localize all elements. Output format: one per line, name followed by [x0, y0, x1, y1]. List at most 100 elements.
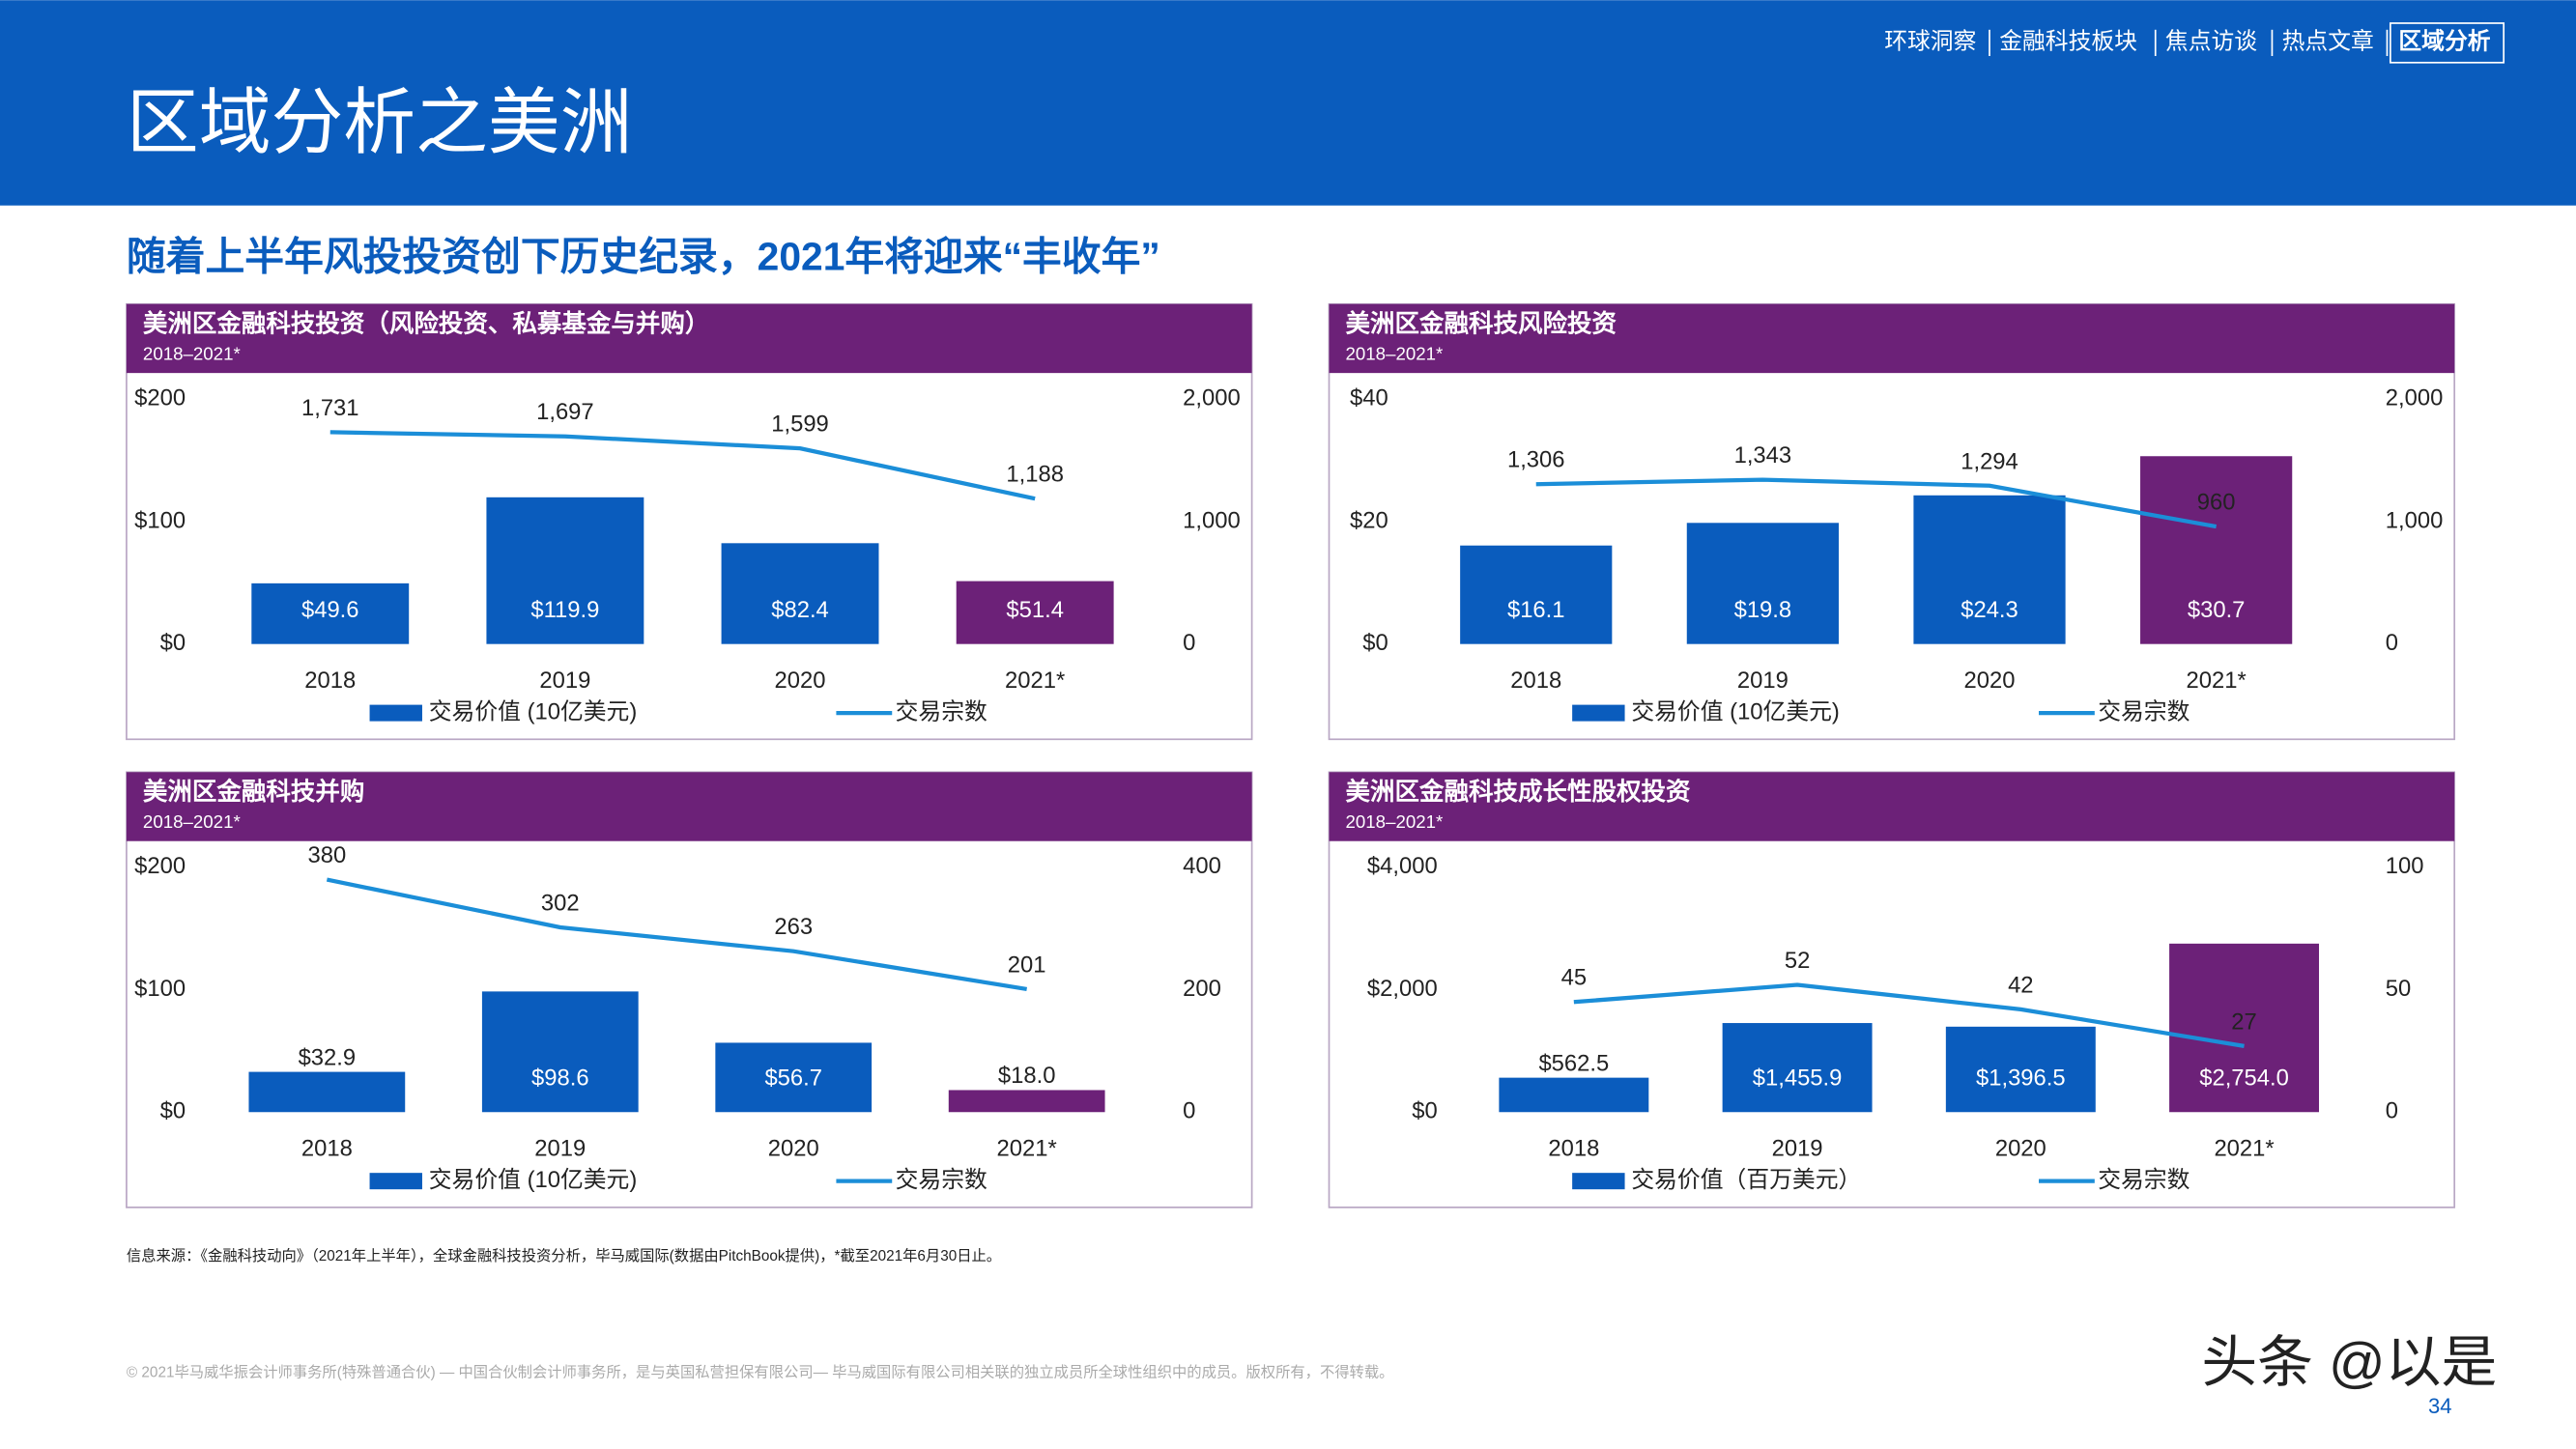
line	[329, 430, 1036, 501]
y2-tick-label: 2,000	[2386, 385, 2444, 412]
y-tick-label: $0	[160, 1098, 186, 1124]
line	[1535, 477, 2218, 529]
x-tick-label: 2020	[768, 1136, 819, 1162]
bar	[721, 543, 879, 644]
page-title: 区域分析之美洲	[127, 82, 633, 163]
legend-swatch	[1572, 704, 1625, 722]
y-tick-label: $200	[134, 853, 186, 879]
x-tick-label: 2019	[539, 668, 590, 694]
line	[326, 877, 1028, 992]
y-tick-label: $0	[1362, 630, 1388, 656]
chart-title: 美洲区金融科技投资（风险投资、私募基金与并购）	[143, 310, 710, 338]
chart-subtitle: 2018–2021*	[143, 811, 241, 832]
x-tick-label: 2019	[534, 1136, 586, 1162]
bar-value-label: $30.7	[2188, 597, 2246, 623]
bar-value-label: $1,396.5	[1976, 1065, 2066, 1092]
legend-label: 交易宗数	[896, 1167, 987, 1193]
bar-value-label: $56.7	[764, 1065, 822, 1092]
y2-tick-label: 1,000	[2386, 507, 2444, 533]
chart-subtitle: 2018–2021*	[143, 343, 241, 363]
x-tick-label: 2018	[301, 1136, 353, 1162]
nav-item[interactable]: 金融科技板块	[1999, 29, 2137, 55]
y-tick-label: $100	[134, 976, 186, 1002]
y-tick-label: $100	[134, 507, 186, 533]
legend-swatch	[369, 1173, 422, 1190]
y-tick-label: $0	[1412, 1098, 1437, 1124]
line-value-label: 201	[1008, 952, 1046, 978]
bar-value-label: $1,455.9	[1753, 1065, 1843, 1092]
line	[1573, 982, 2245, 1048]
x-tick-label: 2018	[304, 668, 356, 694]
legend-swatch	[1572, 1173, 1625, 1190]
y2-tick-label: 0	[2386, 1098, 2398, 1124]
panel-header	[1329, 772, 2455, 841]
bar	[1722, 1023, 1873, 1113]
bar	[2140, 456, 2293, 644]
y2-tick-label: 1,000	[1183, 507, 1241, 533]
headline: 随着上半年风投投资创下历史纪录，2021年将迎来“丰收年”	[127, 235, 1160, 279]
legend-label: 交易价值（百万美元）	[1631, 1167, 1861, 1193]
bar	[248, 1071, 406, 1113]
x-tick-label: 2020	[1995, 1136, 2046, 1162]
line-value-label: 1,343	[1734, 442, 1792, 469]
bar	[1686, 523, 1839, 644]
bar-value-label: $2,754.0	[2199, 1065, 2289, 1092]
y2-tick-label: 2,000	[1183, 385, 1241, 412]
x-tick-label: 2020	[1964, 668, 2016, 694]
chart-subtitle: 2018–2021*	[1346, 811, 1444, 832]
y-tick-label: $20	[1350, 507, 1388, 533]
legend-label: 交易价值 (10亿美元)	[429, 1167, 638, 1193]
y2-tick-label: 50	[2386, 976, 2411, 1002]
line-value-label: 1,188	[1006, 462, 1064, 488]
line-value-label: 380	[307, 842, 346, 868]
chart-title: 美洲区金融科技并购	[143, 778, 365, 806]
line-value-label: 960	[2197, 490, 2236, 516]
x-tick-label: 2019	[1737, 668, 1789, 694]
bar	[251, 582, 410, 644]
nav-item[interactable]: 热点文章	[2282, 29, 2374, 55]
bar	[486, 497, 644, 644]
bar-value-label: $82.4	[771, 597, 829, 623]
bar-value-label: $562.5	[1538, 1050, 1609, 1076]
bar-value-label: $16.1	[1507, 597, 1565, 623]
line-value-label: 1,697	[536, 399, 594, 425]
x-tick-label: 2021*	[997, 1136, 1057, 1162]
line-value-label: 45	[1561, 965, 1587, 991]
bar	[2169, 943, 2320, 1113]
nav-item[interactable]: 环球洞察	[1884, 29, 1976, 55]
bar-value-label: $119.9	[530, 597, 599, 623]
chart-title: 美洲区金融科技风险投资	[1346, 310, 1617, 338]
panel-border	[126, 771, 1253, 1208]
y2-tick-label: 0	[1183, 1098, 1195, 1124]
line-value-label: 1,731	[301, 395, 359, 421]
y2-tick-label: 200	[1183, 976, 1221, 1002]
line-value-label: 263	[774, 914, 813, 940]
line-value-label: 52	[1785, 948, 1810, 974]
bar-value-label: $19.8	[1734, 597, 1792, 623]
line-value-label: 302	[541, 890, 580, 916]
chart-title: 美洲区金融科技成长性股权投资	[1346, 778, 1692, 806]
y2-tick-label: 100	[2386, 853, 2424, 879]
source-note: 信息来源：《金融科技动向》（2021年上半年），全球金融科技投资分析，毕马威国际…	[127, 1247, 1001, 1264]
bar-value-label: $51.4	[1006, 597, 1064, 623]
bar	[481, 991, 639, 1113]
bar-value-label: $32.9	[299, 1044, 357, 1070]
nav-item-active[interactable]: 区域分析	[2398, 29, 2490, 55]
y-tick-label: $0	[160, 630, 186, 656]
line-value-label: 42	[2008, 972, 2033, 998]
x-tick-label: 2019	[1772, 1136, 1823, 1162]
y-tick-label: $2,000	[1367, 976, 1438, 1002]
line-value-label: 27	[2231, 1009, 2256, 1035]
x-tick-label: 2021*	[1005, 668, 1065, 694]
y-tick-label: $200	[134, 385, 186, 412]
bar	[1460, 545, 1613, 644]
line-value-label: 1,599	[771, 412, 829, 438]
x-tick-label: 2018	[1510, 668, 1561, 694]
bar-value-label: $24.3	[1961, 597, 2018, 623]
y2-tick-label: 400	[1183, 853, 1221, 879]
header-band	[0, 0, 2576, 206]
x-tick-label: 2021*	[2187, 668, 2247, 694]
nav-item[interactable]: 焦点访谈	[2165, 29, 2257, 55]
